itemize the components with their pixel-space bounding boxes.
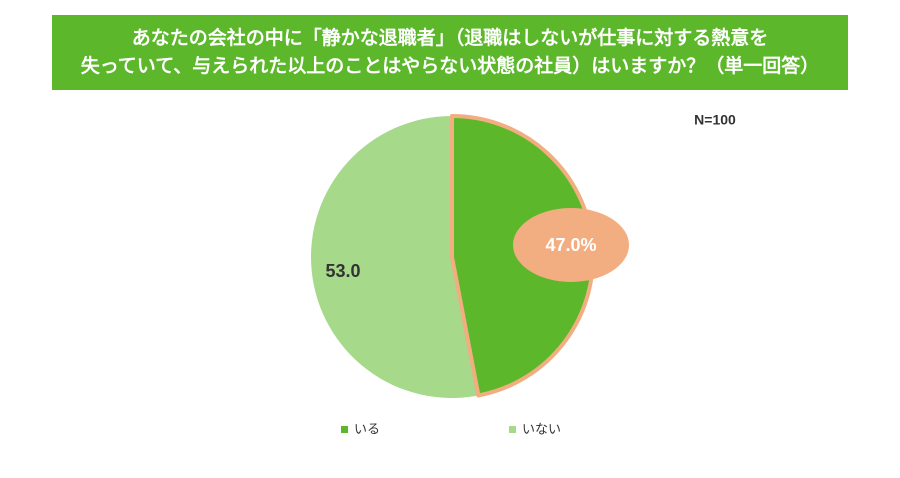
sample-size: N=100: [694, 112, 736, 128]
data-label: 47.0%: [545, 235, 596, 255]
data-label: 53.0: [325, 261, 360, 281]
legend-label: いる: [354, 421, 380, 436]
chart-title: あなたの会社の中に「静かな退職者」（退職はしないが仕事に対する熱意を: [132, 26, 769, 49]
legend-swatch: [509, 426, 516, 433]
legend-label: いない: [522, 421, 561, 436]
pie-slice: [310, 116, 479, 398]
title-banner: [52, 15, 848, 90]
chart-title: 失っていて、与えられた以上のことはやらない状態の社員）はいますか？（単一回答）: [81, 54, 820, 77]
label-bubble: [513, 208, 629, 282]
legend-swatch: [341, 426, 348, 433]
